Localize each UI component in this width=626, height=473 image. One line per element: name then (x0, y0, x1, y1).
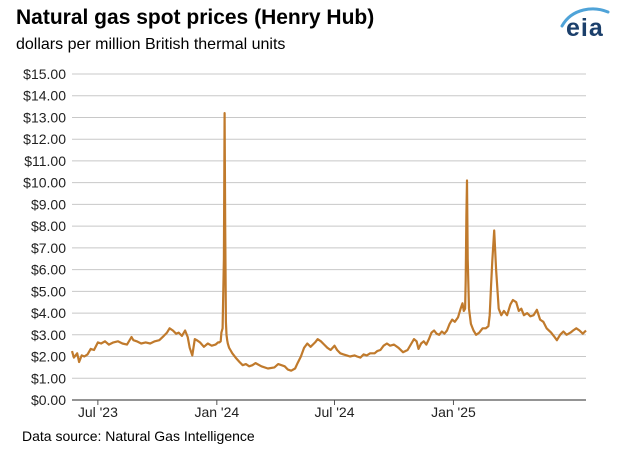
eia-logo: eia (552, 6, 614, 44)
eia-logo-text: eia (566, 14, 604, 42)
data-source-note: Data source: Natural Gas Intelligence (22, 428, 255, 444)
x-axis: Jul '23 Jan '24 Jul '24 Jan '25 (78, 400, 476, 420)
x-tick-label: Jan '25 (431, 404, 476, 420)
y-tick-label: $10.00 (23, 175, 66, 191)
y-tick-label: $9.00 (31, 196, 66, 212)
chart-title: Natural gas spot prices (Henry Hub) (16, 6, 375, 29)
y-tick-label: $1.00 (31, 370, 66, 386)
x-tick-label: Jul '24 (314, 404, 354, 420)
y-axis: $0.00 $1.00 $2.00 $3.00 $4.00 $5.00 $6.00 $7.00… (23, 66, 66, 408)
y-tick-label: $11.00 (24, 153, 66, 169)
y-tick-label: $2.00 (31, 349, 66, 365)
y-tick-label: $3.00 (31, 327, 66, 343)
y-tick-label: $13.00 (23, 109, 66, 125)
y-tick-label: $8.00 (31, 218, 66, 234)
y-tick-label: $4.00 (31, 305, 66, 321)
y-tick-label: $14.00 (23, 88, 66, 104)
chart-gridlines (72, 73, 586, 401)
eia-logo-swoosh-icon (560, 7, 610, 28)
y-tick-label: $5.00 (31, 283, 66, 299)
y-tick-label: $12.00 (23, 131, 66, 147)
x-tick-label: Jul '23 (78, 404, 118, 420)
y-tick-label: $0.00 (31, 392, 66, 408)
y-tick-label: $6.00 (31, 262, 66, 278)
x-tick-label: Jan '24 (194, 404, 239, 420)
y-tick-label: $7.00 (31, 240, 66, 256)
series-line-henry-hub (70, 112, 587, 372)
y-tick-label: $15.00 (23, 66, 66, 82)
chart-subtitle: dollars per million British thermal unit… (16, 36, 286, 53)
